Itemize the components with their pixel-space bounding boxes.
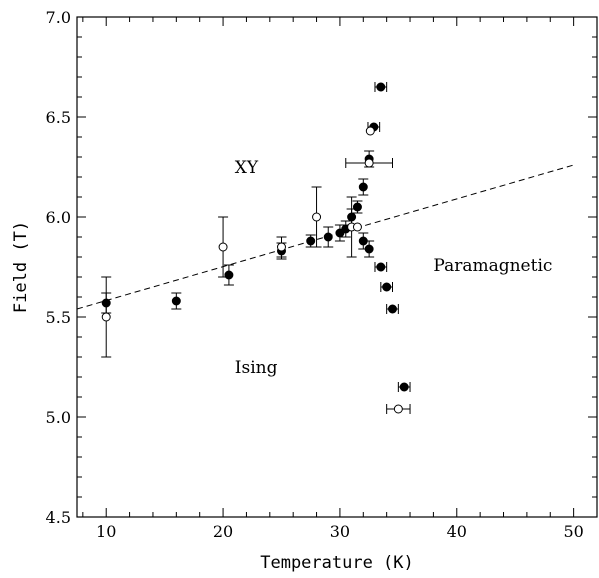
x-tick-label: 30 (330, 522, 350, 541)
xy-ising-boundary-line (76, 164, 574, 310)
open-data-point (101, 312, 111, 322)
open-data-point (312, 212, 322, 222)
y-tick-label: 5.5 (46, 308, 71, 327)
y-axis-title: Field (T) (11, 221, 31, 313)
x-axis-title: Temperature (K) (260, 553, 414, 573)
open-data-point (352, 222, 362, 232)
filled-data-point (323, 232, 333, 242)
x-tick-label: 50 (563, 522, 583, 541)
filled-data-point (224, 270, 234, 280)
filled-data-point (364, 244, 374, 254)
open-data-point (364, 158, 374, 168)
y-tick-label: 6.0 (46, 208, 71, 227)
y-tick-label: 7.0 (46, 8, 71, 27)
plot-frame (76, 16, 598, 518)
region-labels: XY Ising Paramagnetic (235, 158, 553, 378)
region-label: Paramagnetic (433, 256, 552, 276)
x-tick-label: 40 (447, 522, 467, 541)
filled-data-point (376, 82, 386, 92)
filled-data-point (171, 296, 181, 306)
filled-data-point (399, 382, 409, 392)
region-label: XY (235, 158, 259, 178)
open-data-point (276, 242, 286, 252)
open-data-point (218, 242, 228, 252)
open-data-point (393, 404, 403, 414)
data-markers (101, 82, 411, 414)
y-tick-label: 5.0 (46, 408, 71, 427)
axis-tick-labels: 10 20 30 40 50 4.5 5.0 5.5 6.0 6.5 7.0 (46, 8, 584, 541)
y-tick-label: 6.5 (46, 108, 71, 127)
open-data-point (365, 126, 375, 136)
axis-ticks (77, 16, 598, 518)
y-tick-label: 4.5 (46, 508, 71, 527)
x-tick-label: 10 (96, 522, 116, 541)
filled-data-point (306, 236, 316, 246)
filled-data-point (382, 282, 392, 292)
filled-data-point (352, 202, 362, 212)
region-label: Ising (235, 358, 278, 378)
x-tick-label: 20 (213, 522, 233, 541)
filled-data-point (388, 304, 398, 314)
filled-data-point (376, 262, 386, 272)
filled-data-point (358, 182, 368, 192)
